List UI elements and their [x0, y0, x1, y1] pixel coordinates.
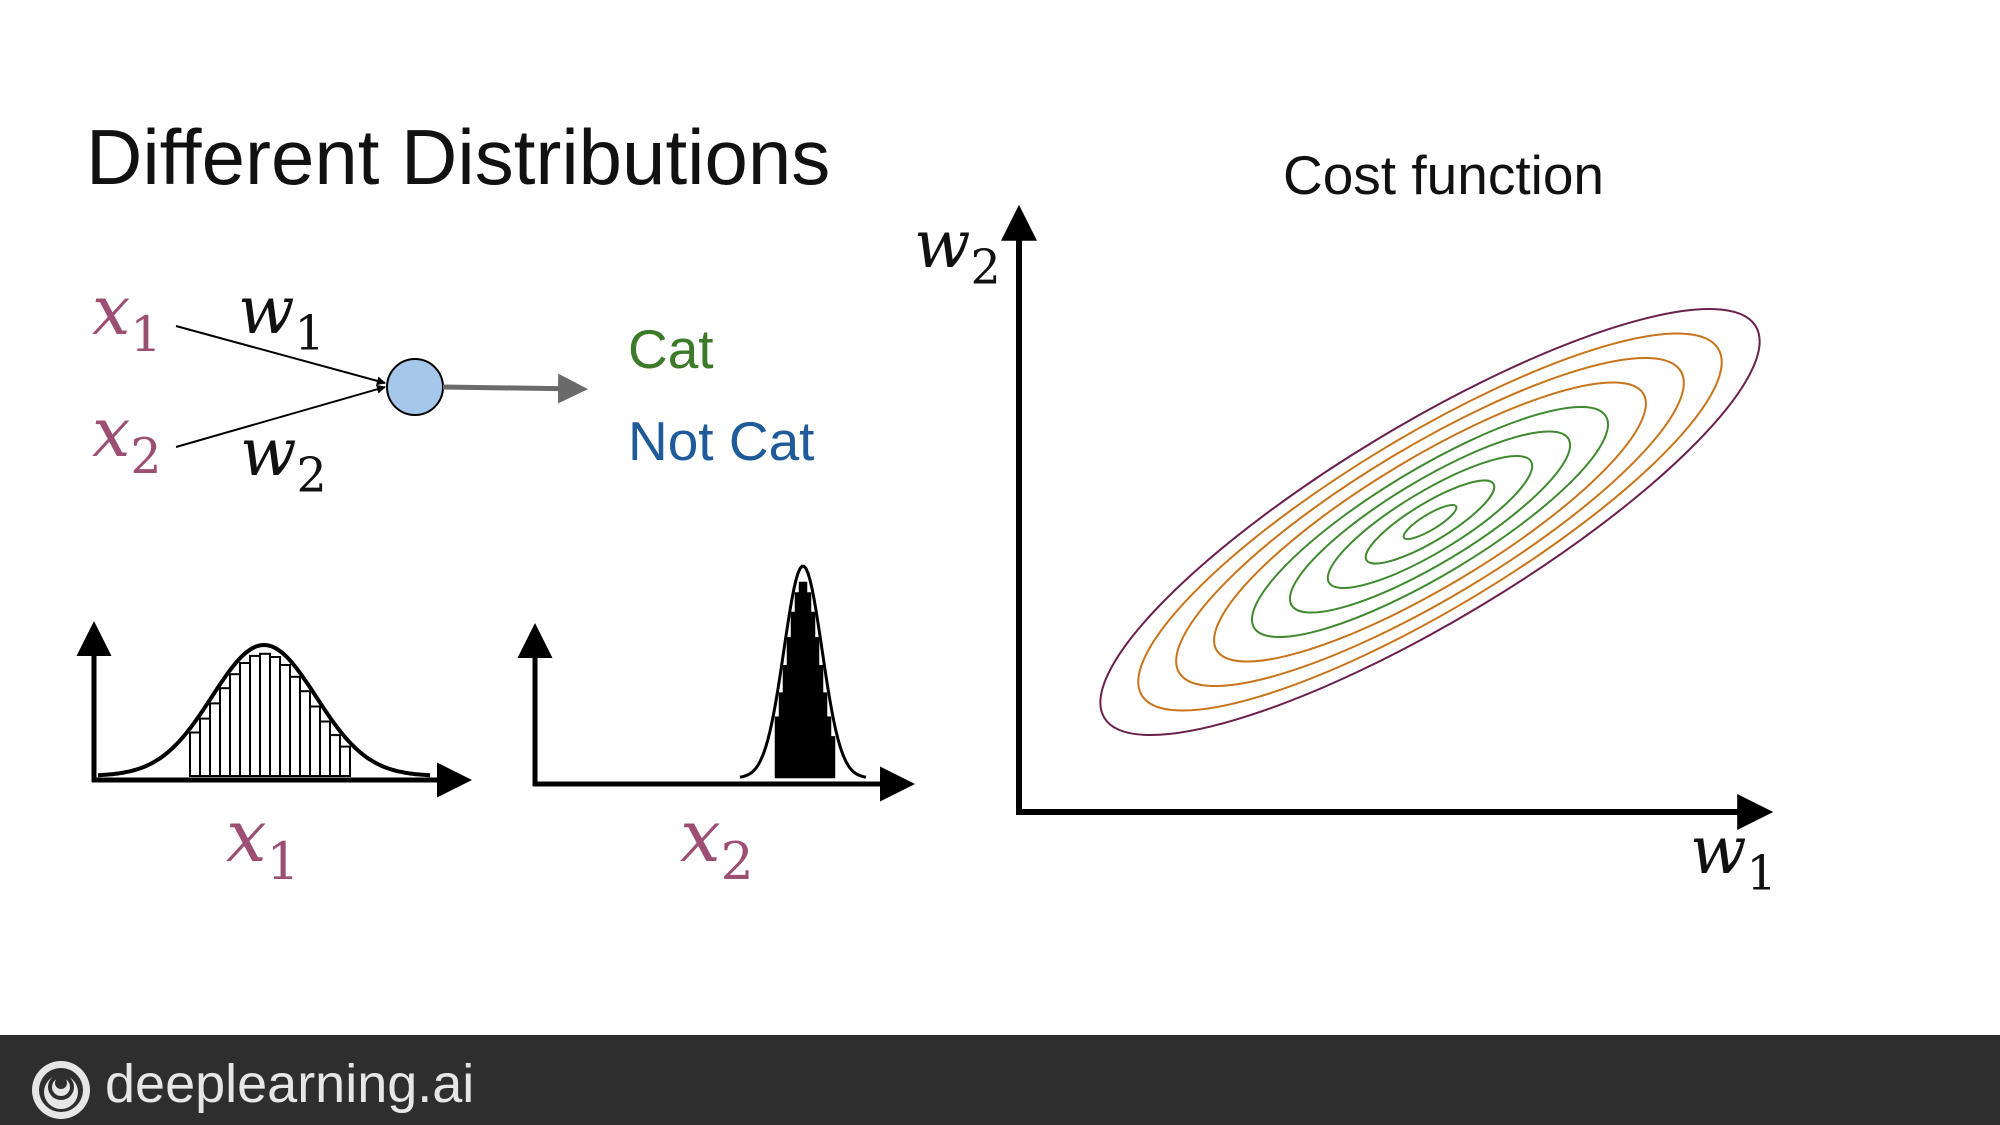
histogram-bar-x1 [219, 687, 231, 778]
neuron-node [386, 358, 444, 416]
histogram-bar-x2 [806, 592, 812, 779]
histogram-bar-x1 [319, 720, 331, 777]
input-x2-symbol: x [92, 394, 131, 473]
weight-w2-label: w2 [240, 420, 327, 500]
histogram-bar-x1 [199, 717, 211, 777]
histogram-bar-x1 [299, 690, 311, 778]
contour-line [1213, 381, 1647, 663]
histogram-bar-x2 [818, 665, 824, 779]
contour-line [1326, 454, 1534, 590]
edge-x2-to-neuron [175, 384, 386, 448]
histogram-bar-x1 [269, 656, 281, 777]
histogram-bar-x1 [339, 745, 351, 777]
histogram-bar-x2 [794, 592, 800, 779]
histogram-bar-x2 [822, 692, 828, 779]
contour-line [1288, 430, 1572, 614]
histogram-bar-x2 [814, 637, 820, 779]
neuron-output-arrow [442, 373, 588, 404]
distribution-x1-plot [76, 621, 472, 798]
input-x1-label: x1 [92, 278, 162, 360]
histogram-bar-x2 [774, 716, 780, 779]
histogram-bar-x2 [830, 736, 836, 779]
weight-w2-symbol: w [240, 414, 297, 491]
edge-x1-to-neuron [175, 325, 386, 386]
histogram-bar-x2 [782, 665, 788, 779]
input-x2-index: 2 [130, 428, 162, 486]
footer-bar: deeplearning.ai [0, 1035, 2000, 1125]
histogram-x2 [774, 581, 836, 779]
contour-line [1402, 503, 1458, 541]
bell-curve-x2 [739, 564, 867, 779]
input-x1-index: 1 [130, 306, 162, 364]
dist2-axis-label: x2 [680, 800, 754, 888]
weight-w1-index: 1 [294, 306, 325, 362]
contour-line [1175, 356, 1685, 688]
histogram-bar-x2 [778, 692, 784, 779]
output-label-not-cat: Not Cat [628, 410, 815, 472]
weight-w1-symbol: w [238, 272, 295, 349]
histogram-bar-x1 [279, 664, 291, 777]
cost-contours [1099, 308, 1761, 736]
input-x1-symbol: x [92, 272, 131, 351]
contour-line [1364, 479, 1496, 565]
cost-function-plot [1001, 204, 1774, 830]
histogram-bar-x2 [810, 611, 816, 779]
histogram-bar-x2 [786, 637, 792, 779]
input-x2-label: x2 [92, 400, 162, 482]
dist2-axis-symbol: x [680, 794, 721, 878]
dist2-axis-index: 2 [720, 832, 754, 893]
contour-line [1251, 405, 1609, 639]
histogram-bar-x1 [289, 675, 301, 777]
histogram-bar-x1 [259, 652, 271, 777]
histogram-x1 [189, 652, 351, 778]
weight-w1-label: w1 [238, 278, 325, 358]
cost-y-axis-symbol: w [914, 206, 971, 283]
distribution-x2-plot [517, 564, 915, 802]
dist1-axis-symbol: x [226, 794, 267, 878]
bell-curve-x1 [97, 642, 431, 778]
dist1-axis-index: 1 [266, 832, 300, 893]
histogram-bar-x1 [239, 662, 251, 777]
histogram-bar-x2 [790, 611, 796, 779]
histogram-bar-x1 [329, 734, 341, 777]
cost-function-title: Cost function [1283, 144, 1605, 206]
histogram-bar-x1 [249, 654, 261, 778]
histogram-bar-x1 [209, 702, 221, 778]
neural-network [175, 325, 588, 448]
output-label-cat: Cat [628, 318, 714, 380]
contour-line [1137, 332, 1723, 712]
histogram-bar-x1 [309, 705, 321, 777]
histogram-bar-x2 [826, 716, 832, 779]
histogram-bar-x2 [798, 581, 804, 779]
histogram-bar-x1 [189, 731, 201, 777]
cost-y-axis-label: w2 [914, 212, 1001, 292]
dist1-axis-label: x1 [226, 800, 300, 888]
cost-x-axis-symbol: w [1690, 812, 1747, 889]
histogram-bar-x2 [802, 581, 808, 779]
histogram-bar-x1 [229, 673, 241, 778]
cost-x-axis-label: w1 [1690, 818, 1777, 898]
deeplearning-logo-icon [32, 1061, 90, 1119]
brand-name: deeplearning.ai [105, 1054, 475, 1114]
cost-y-axis-index: 2 [970, 240, 1001, 296]
cost-x-axis-index: 1 [1746, 846, 1777, 902]
contour-line [1099, 308, 1761, 736]
slide-title: Different Distributions [86, 113, 831, 201]
weight-w2-index: 2 [296, 448, 327, 504]
